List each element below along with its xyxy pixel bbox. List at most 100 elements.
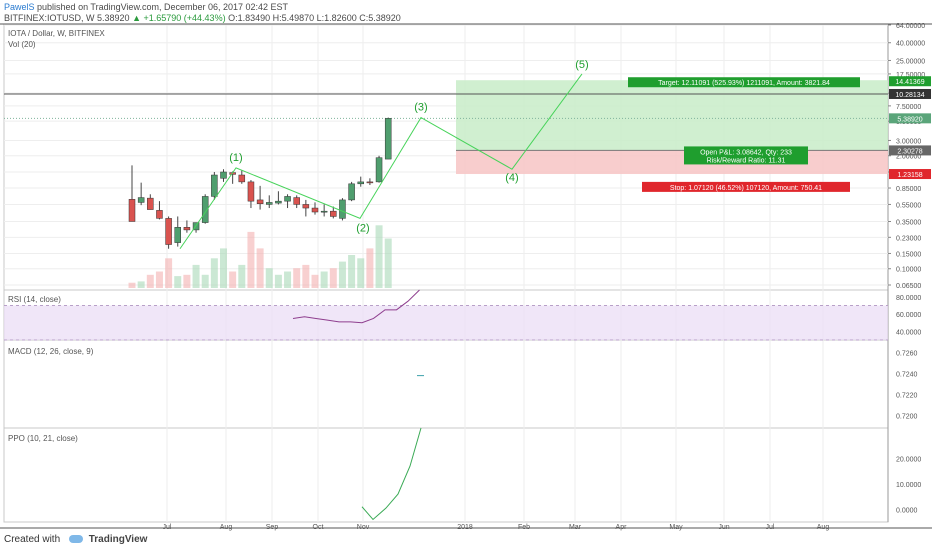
- volume-bar: [338, 261, 346, 288]
- volume-bar: [229, 271, 237, 288]
- candle: [183, 227, 191, 231]
- candle: [366, 181, 374, 184]
- volume-bar: [311, 274, 319, 288]
- macd-tick-label: 0.7240: [896, 372, 918, 379]
- candle: [238, 174, 246, 183]
- x-tick-label: Oct: [313, 524, 324, 531]
- rsi-label: RSI (14, close): [8, 295, 61, 304]
- price-label: 2.30278: [897, 148, 922, 155]
- candle: [174, 227, 181, 243]
- volume-bar: [384, 238, 392, 288]
- stop-label-box: [642, 181, 850, 192]
- y-tick-label: 0.55000: [896, 202, 921, 209]
- volume-bar: [210, 258, 218, 288]
- volume-bar: [183, 274, 191, 288]
- price-label-box: [889, 88, 931, 99]
- published-text: published on TradingView.com, December 0…: [37, 2, 289, 12]
- y-tick-label: 7.50000: [896, 104, 921, 111]
- candle: [320, 210, 328, 213]
- volume-bar: [265, 268, 273, 288]
- price-label: 14.41369: [895, 79, 924, 86]
- price-change: ▲ +1.65790 (+44.43%): [132, 13, 226, 23]
- volume-bar: [256, 248, 264, 288]
- x-tick-label: Mar: [569, 524, 582, 531]
- volume-bar: [302, 264, 310, 288]
- publish-info: PawelS published on TradingView.com, Dec…: [4, 2, 288, 12]
- ppo-line: [361, 427, 422, 521]
- price-label: 1.23158: [897, 172, 922, 179]
- wave-label: (5): [575, 59, 588, 71]
- candle: [284, 196, 291, 202]
- volume-bar: [165, 258, 173, 288]
- x-tick-label: 2018: [457, 524, 473, 531]
- candle: [348, 183, 355, 201]
- x-tick-label: Jun: [718, 524, 729, 531]
- price-label-box: [889, 145, 931, 156]
- tradingview-brand[interactable]: TradingView: [88, 534, 148, 545]
- macd-tick-label: 0.7260: [896, 351, 918, 358]
- volume-bar: [155, 271, 163, 288]
- volume-bar: [128, 282, 136, 288]
- y-tick-label: 25.00000: [896, 58, 925, 65]
- candle: [330, 210, 337, 217]
- y-tick-label: 0.23000: [896, 235, 921, 242]
- volume-bar: [192, 264, 200, 288]
- ppo-label: PPO (10, 21, close): [8, 434, 78, 443]
- volume-bar: [274, 274, 282, 288]
- candle: [247, 181, 255, 202]
- tradingview-logo-icon: [68, 535, 83, 544]
- wave-label: (3): [414, 102, 427, 114]
- price-label: 10.28134: [895, 92, 924, 99]
- x-tick-label: Jul: [163, 524, 172, 531]
- candle: [302, 204, 310, 209]
- target-label-box: [628, 77, 860, 88]
- candle: [137, 197, 145, 203]
- rsi-line: [292, 289, 420, 324]
- volume-bar: [137, 281, 145, 288]
- y-tick-label: 0.35000: [896, 219, 921, 226]
- stop-label: Stop: 1.07120 (46.52%) 107120, Amount: 7…: [670, 185, 822, 192]
- elliott-wave-path: [179, 73, 583, 250]
- x-tick-label: Feb: [518, 524, 530, 531]
- volume-bar: [238, 264, 246, 288]
- rsi-tick-label: 40.0000: [896, 329, 921, 336]
- created-with-text: Created with: [4, 534, 61, 545]
- y-tick-label: 3.00000: [896, 138, 921, 145]
- volume-bar: [366, 248, 374, 288]
- symbol: BITFINEX:IOTUSD, W: [4, 13, 95, 23]
- pane-frame-3: [3, 427, 889, 523]
- volume-bar: [375, 225, 383, 288]
- symbol-info: BITFINEX:IOTUSD, W 5.38920 ▲ +1.65790 (+…: [4, 13, 401, 23]
- volume-bar: [293, 268, 301, 288]
- candle: [156, 210, 163, 219]
- volume-bar: [247, 231, 255, 288]
- y-tick-label: 40.00000: [896, 41, 925, 48]
- candle: [275, 200, 282, 204]
- candle: [220, 171, 227, 179]
- y-tick-label: 0.15000: [896, 251, 921, 258]
- entry-label-box: [684, 146, 808, 165]
- entry-label: Risk/Reward Ratio: 11.31: [707, 157, 786, 164]
- rsi-band: [4, 305, 888, 340]
- ppo-tick-label: 0.0000: [896, 507, 918, 514]
- volume-bar: [220, 248, 227, 288]
- ppo-tick-label: 10.0000: [896, 482, 921, 489]
- wave-label: (2): [356, 222, 369, 234]
- volume-bar: [146, 274, 154, 288]
- rsi-tick-label: 80.0000: [896, 295, 921, 302]
- author-link[interactable]: PawelS: [4, 2, 35, 12]
- candle: [128, 199, 136, 222]
- x-tick-label: May: [669, 524, 683, 531]
- macd-label: MACD (12, 26, close, 9): [8, 347, 94, 356]
- target-label: Target: 12.11091 (525.93%) 1211091, Amou…: [658, 80, 830, 87]
- macd-tick-label: 0.7220: [896, 392, 918, 399]
- last-price: 5.38920: [97, 13, 130, 23]
- candle: [293, 197, 300, 205]
- wave-label: (1): [229, 152, 242, 164]
- price-label-box: [889, 76, 931, 87]
- price-label-box: [889, 113, 931, 124]
- candle: [357, 181, 364, 185]
- ohlc-values: O:1.83490 H:5.49870 L:1.82600 C:5.38920: [228, 13, 401, 23]
- price-label-box: [889, 169, 931, 180]
